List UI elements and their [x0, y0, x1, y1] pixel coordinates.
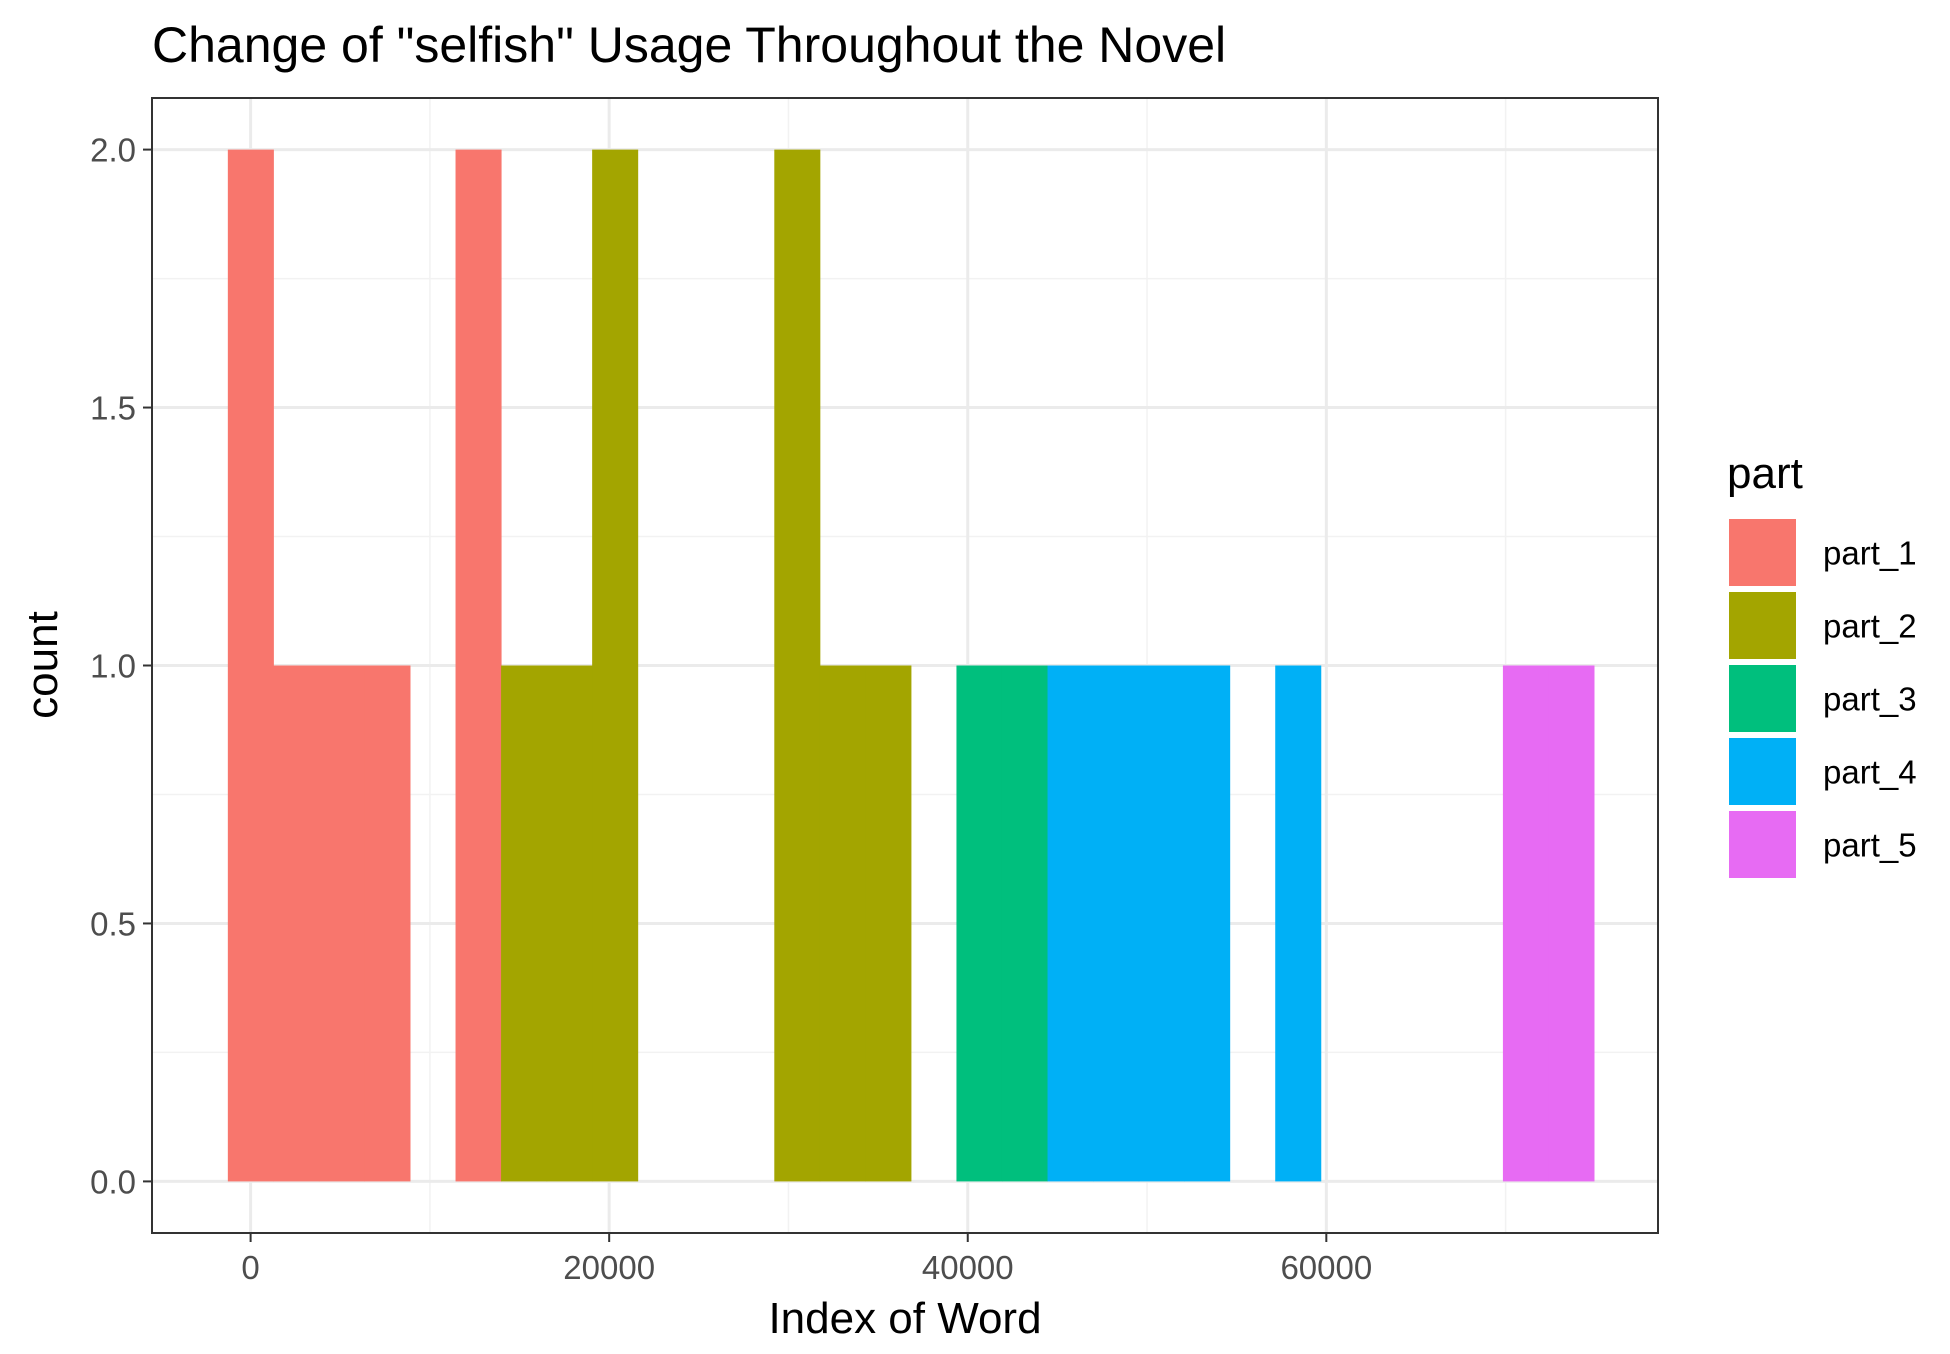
bar-part_4: [1138, 665, 1185, 1182]
bar-part_1: [318, 665, 365, 1182]
x-axis-title: Index of Word: [768, 1294, 1041, 1343]
bar-part_2: [819, 665, 866, 1182]
legend-label-part_2: part_2: [1823, 608, 1917, 645]
y-axis-title: count: [18, 611, 67, 719]
bar-part_3: [1001, 665, 1049, 1182]
bar-part_5: [1548, 665, 1595, 1182]
legend-label-part_5: part_5: [1823, 827, 1917, 864]
legend-key-part_2: [1729, 592, 1796, 659]
x-tick-label: 20000: [563, 1249, 655, 1286]
bar-part_4: [1275, 665, 1322, 1182]
bar-part_4: [1047, 665, 1094, 1182]
bar-part_2: [865, 665, 912, 1182]
legend-key-part_1: [1729, 519, 1796, 586]
legend-key-part_4: [1729, 738, 1796, 805]
bar-part_2: [501, 665, 548, 1182]
legend-title: part: [1727, 449, 1803, 498]
legend-label-part_3: part_3: [1823, 681, 1917, 718]
bar-part_3: [956, 665, 1003, 1182]
bar-part_2: [592, 149, 639, 1182]
chart-title: Change of "selfish" Usage Throughout the…: [152, 17, 1226, 73]
y-tick-label: 0.0: [90, 1163, 136, 1200]
x-tick-label: 40000: [922, 1249, 1014, 1286]
bar-part_1: [227, 149, 274, 1182]
histogram-bars: [227, 149, 1595, 1182]
bar-part_5: [1502, 665, 1549, 1182]
bar-part_1: [364, 665, 411, 1182]
bar-part_2: [774, 149, 821, 1182]
x-tick-label: 60000: [1280, 1249, 1372, 1286]
x-tick-label: 0: [241, 1249, 259, 1286]
y-tick-label: 1.5: [90, 390, 136, 427]
legend-label-part_1: part_1: [1823, 535, 1917, 572]
legend-key-part_3: [1729, 665, 1796, 732]
bar-part_2: [546, 665, 593, 1182]
y-tick-label: 2.0: [90, 132, 136, 169]
axes: 0 20000 40000 60000 0.0 0.5 1.0 1.5 2.0: [90, 132, 1372, 1286]
bar-part_1: [273, 665, 320, 1182]
legend-label-part_4: part_4: [1823, 754, 1917, 791]
y-tick-label: 0.5: [90, 905, 136, 942]
legend: part part_1 part_2 part_3 part_4 part_5: [1727, 449, 1917, 878]
legend-key-part_5: [1729, 811, 1796, 878]
y-tick-label: 1.0: [90, 648, 136, 685]
bar-part_4: [1093, 665, 1140, 1182]
bar-part_4: [1184, 665, 1231, 1182]
bar-part_1: [455, 149, 502, 1182]
